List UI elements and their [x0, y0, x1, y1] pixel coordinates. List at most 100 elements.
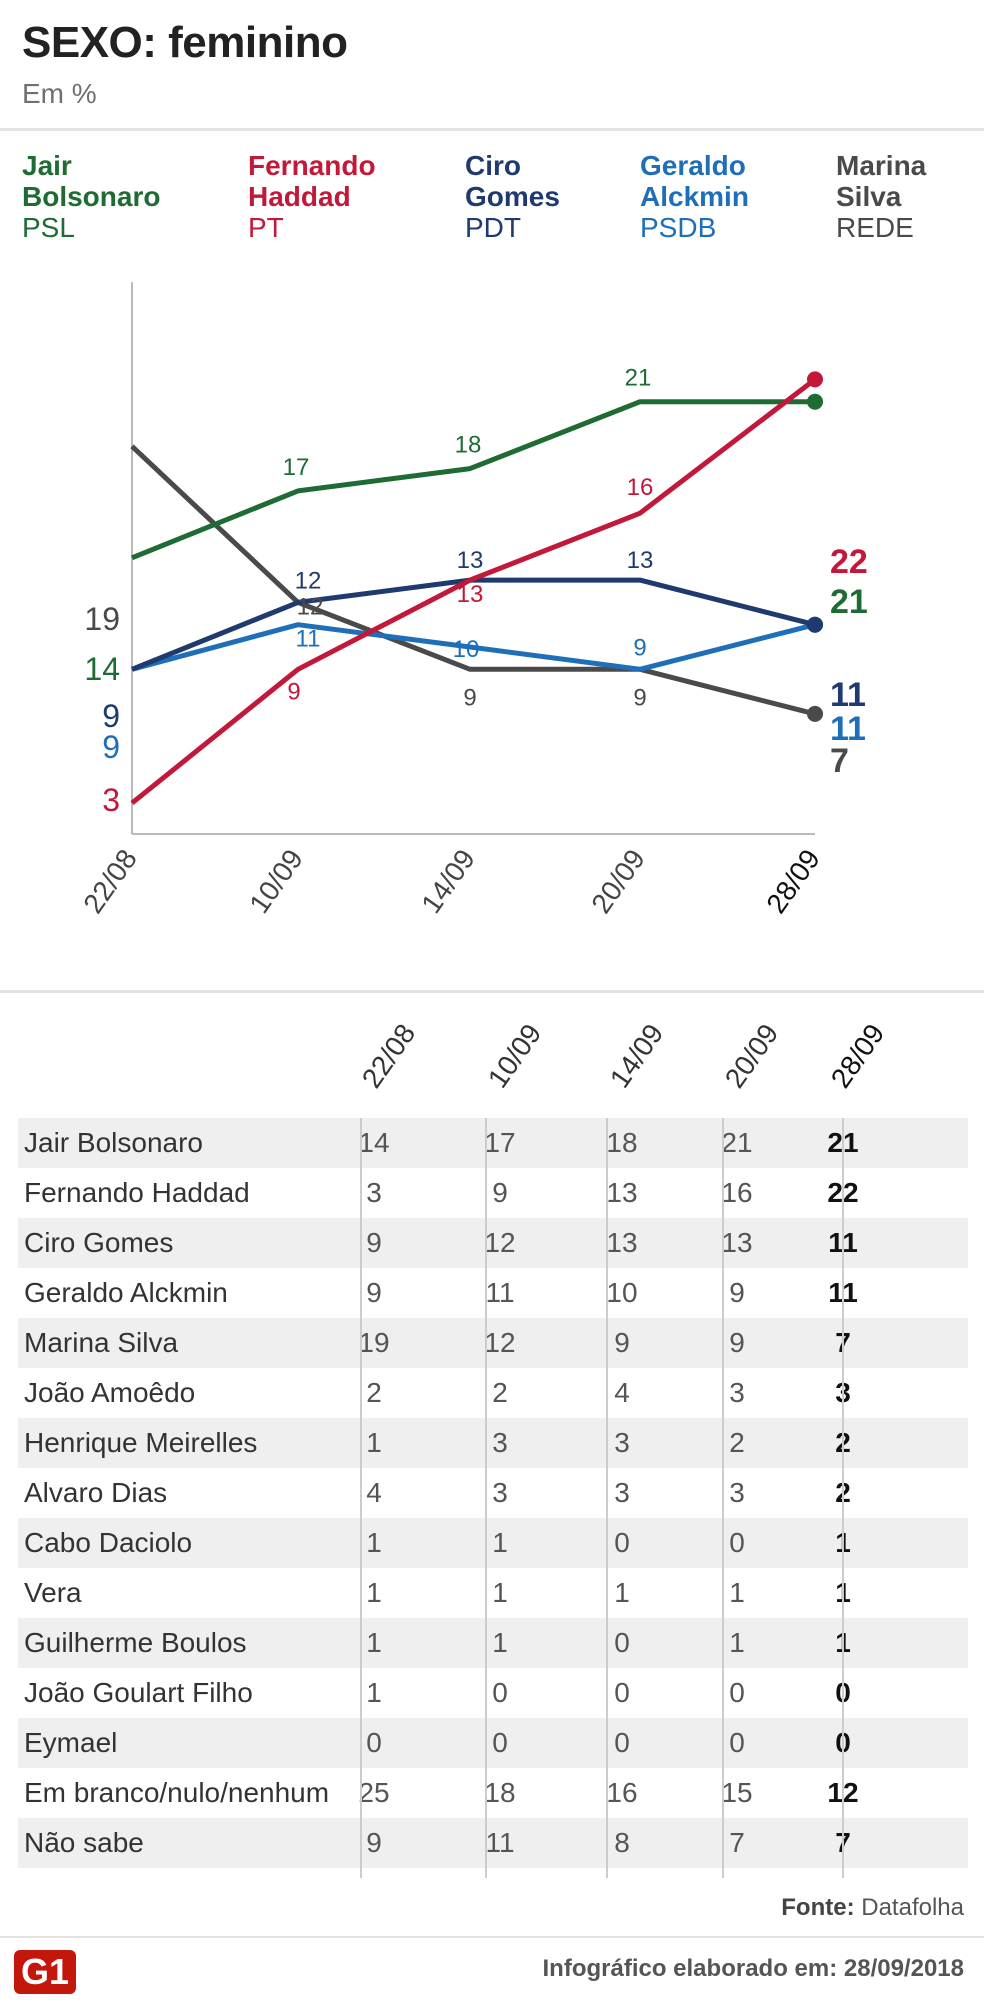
table-cell: 0 — [729, 1677, 745, 1708]
series-line — [130, 444, 816, 717]
table-row: Henrique Meirelles13322 — [18, 1418, 968, 1468]
data-label: 9 — [633, 634, 646, 661]
table-row: Marina Silva1912997 — [18, 1318, 968, 1368]
table-column-header: 14/09 — [603, 1018, 670, 1094]
table-cell: 1 — [614, 1577, 630, 1608]
table-cell: 3 — [614, 1477, 630, 1508]
legend-item: Ciro Gomes PDT — [465, 150, 665, 243]
table-cell: 0 — [614, 1677, 630, 1708]
table-column-header: 10/09 — [481, 1018, 548, 1094]
table-row: Geraldo Alckmin91110911 — [18, 1268, 968, 1318]
data-label: 9 — [633, 684, 646, 711]
footer-credit: Infográfico elaborado em: 28/09/2018 — [543, 1955, 965, 1983]
table-cell: 9 — [366, 1277, 382, 1308]
table-cell: 11 — [485, 1827, 515, 1858]
x-tick-label: 22/08 — [77, 844, 143, 919]
table-cell: 12 — [484, 1327, 516, 1358]
data-label: 12 — [295, 567, 322, 594]
table-row: Ciro Gomes912131311 — [18, 1218, 968, 1268]
table-cell: 3 — [492, 1477, 508, 1508]
table-cell: 0 — [614, 1727, 630, 1758]
table-cell: 9 — [492, 1177, 508, 1208]
row-name: Marina Silva — [24, 1327, 179, 1358]
data-label: 21 — [625, 365, 652, 392]
table-cell: 19 — [358, 1327, 390, 1358]
table-cell: 1 — [492, 1527, 508, 1558]
start-value-label: 19 — [84, 601, 120, 637]
source-note: Fonte: Datafolha — [781, 1894, 964, 1922]
table-cell: 1 — [366, 1427, 382, 1458]
data-label: 10 — [453, 636, 480, 663]
page-subtitle: Em % — [22, 78, 97, 109]
row-name: Ciro Gomes — [24, 1227, 174, 1258]
table-cell: 2 — [729, 1427, 745, 1458]
row-name: Eymael — [24, 1727, 118, 1758]
footer-date: 28/09/2018 — [843, 1955, 964, 1982]
table-cell: 0 — [492, 1677, 508, 1708]
row-name: Não sabe — [24, 1827, 144, 1858]
table-cell: 1 — [492, 1577, 508, 1608]
table-row: Vera11111 — [18, 1568, 968, 1618]
row-name: Alvaro Dias — [24, 1477, 168, 1508]
end-value-label: 21 — [830, 583, 868, 621]
column-divider — [606, 1118, 608, 1878]
data-label: 13 — [627, 547, 654, 574]
table-cell: 10 — [606, 1277, 638, 1308]
legend-name-line1: Fernando — [248, 150, 376, 181]
table-row: Jair Bolsonaro1417182121 — [18, 1118, 968, 1168]
series-line — [130, 377, 817, 806]
page-title: SEXO: feminino — [22, 18, 348, 67]
row-name: Henrique Meirelles — [24, 1427, 258, 1458]
table-row: Não sabe911877 — [18, 1818, 968, 1868]
data-label: 9 — [287, 678, 300, 705]
table-cell: 11 — [485, 1277, 515, 1308]
table-cell: 0 — [614, 1527, 630, 1558]
table-row: Cabo Daciolo11001 — [18, 1518, 968, 1568]
table-cell: 1 — [492, 1627, 508, 1658]
data-label: 17 — [283, 454, 310, 481]
row-name: João Goulart Filho — [24, 1677, 253, 1708]
series-line — [131, 399, 815, 561]
start-value-label: 9 — [102, 729, 120, 765]
table-row: João Amoêdo22433 — [18, 1368, 968, 1418]
data-label: 13 — [457, 581, 484, 608]
results-table: Jair Bolsonaro1417182121Fernando Haddad3… — [18, 1118, 968, 1868]
table-cell: 18 — [606, 1127, 638, 1158]
column-divider — [722, 1118, 724, 1878]
table-cell: 1 — [366, 1677, 382, 1708]
row-name: Geraldo Alckmin — [24, 1277, 228, 1308]
table-cell: 8 — [614, 1827, 630, 1858]
start-value-label: 9 — [102, 698, 120, 734]
legend-party: REDE — [836, 212, 914, 243]
table-cell: 9 — [614, 1327, 630, 1358]
table-column-header: 20/09 — [718, 1018, 785, 1094]
data-label: 18 — [455, 432, 482, 459]
legend-name-line2: Silva — [836, 181, 902, 212]
data-label: 16 — [627, 474, 654, 501]
table-cell: 4 — [366, 1477, 382, 1508]
table-cell: 7 — [729, 1827, 745, 1858]
table-cell: 1 — [366, 1577, 382, 1608]
table-cell: 1 — [729, 1577, 745, 1608]
legend-name-line1: Ciro — [465, 150, 521, 181]
start-value-label: 3 — [102, 782, 120, 818]
row-name: Vera — [24, 1577, 82, 1608]
column-divider — [360, 1118, 362, 1878]
table-cell: 17 — [484, 1127, 516, 1158]
table-cell: 3 — [729, 1477, 745, 1508]
legend-party: PSL — [22, 212, 75, 243]
divider-bottom — [0, 1936, 984, 1938]
table-row: João Goulart Filho10000 — [18, 1668, 968, 1718]
legend-name-line1: Geraldo — [640, 150, 746, 181]
x-tick-label: 20/09 — [585, 844, 651, 919]
table-cell: 13 — [606, 1177, 638, 1208]
footer-label: Infográfico elaborado em: — [542, 1955, 838, 1982]
table-cell: 9 — [366, 1227, 382, 1258]
table-cell: 0 — [729, 1527, 745, 1558]
legend-name-line1: Marina — [836, 150, 927, 181]
series-end-marker — [807, 616, 823, 633]
legend-name-line2: Haddad — [248, 181, 351, 212]
table-cell: 3 — [492, 1427, 508, 1458]
end-value-label: 11 — [830, 676, 866, 714]
source-label: Fonte: — [781, 1894, 855, 1921]
